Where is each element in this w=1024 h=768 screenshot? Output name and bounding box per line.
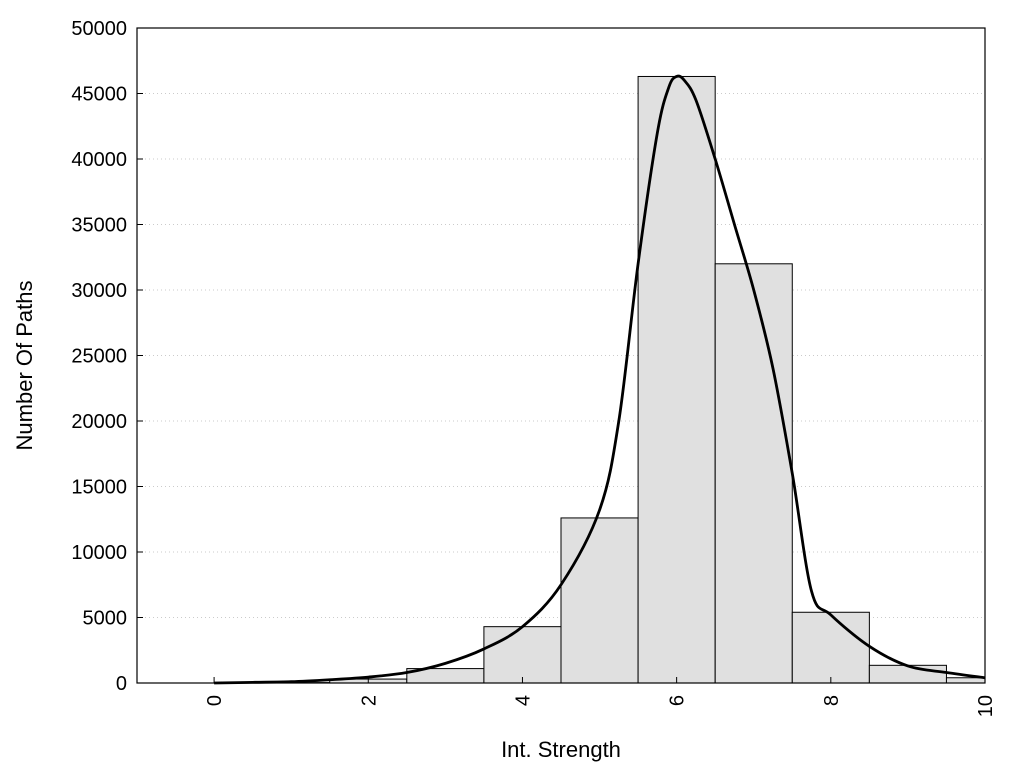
x-tick-label: 10 [975, 695, 997, 717]
histogram-bar [483, 626, 562, 684]
y-tick-label: 35000 [71, 215, 127, 237]
histogram-bar [714, 263, 793, 684]
histogram-bars [252, 75, 986, 684]
x-tick-label: 4 [512, 695, 534, 706]
histogram-bar [560, 517, 639, 684]
histogram-bar [791, 611, 870, 684]
y-tick-label: 25000 [71, 346, 127, 368]
x-tick-label: 0 [204, 695, 226, 706]
y-tick-label: 40000 [71, 149, 127, 171]
y-tick-label: 10000 [71, 542, 127, 564]
y-tick-label: 15000 [71, 477, 127, 499]
histogram-bar [637, 75, 716, 684]
y-tick-label: 50000 [71, 18, 127, 40]
fit-curve-layer [214, 74, 986, 685]
y-tick-label: 45000 [71, 84, 127, 106]
y-tick-label: 30000 [71, 280, 127, 302]
x-tick-label: 2 [358, 695, 380, 706]
fit-curve [214, 74, 986, 685]
x-tick-label: 6 [667, 695, 689, 706]
histogram-bar [868, 664, 947, 684]
y-axis-title: Number Of Paths [12, 281, 37, 451]
axis-ticks: 0 5000 10000 15000 20000 25000 30000 35000 40000… [71, 18, 997, 717]
histogram-bar [945, 677, 986, 684]
y-tick-label: 20000 [71, 411, 127, 433]
y-tick-label: 5000 [83, 608, 128, 630]
x-tick-label: 8 [821, 695, 843, 706]
x-axis-title: Int. Strength [501, 737, 621, 762]
y-tick-label: 0 [116, 673, 127, 695]
